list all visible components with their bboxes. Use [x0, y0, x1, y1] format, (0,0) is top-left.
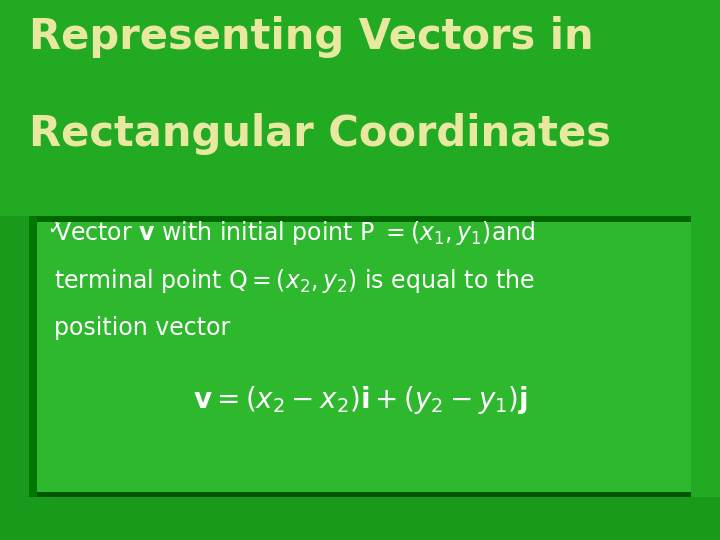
Text: Vector $\mathbf{v}$ with initial point P $= (x_1, y_1)$and: Vector $\mathbf{v}$ with initial point P… [54, 219, 535, 247]
Text: Representing Vectors in: Representing Vectors in [29, 16, 593, 58]
Text: position vector: position vector [54, 316, 230, 340]
Bar [0, 216, 37, 540]
Text: $\checkmark$: $\checkmark$ [47, 219, 60, 237]
Text: terminal point Q$= (x_2, y_2)$ is equal to the: terminal point Q$= (x_2, y_2)$ is equal … [54, 267, 534, 295]
Bar [29, 216, 691, 497]
Text: $\mathbf{v} = (x_2 - x_2)\mathbf{i} + (y_2 - y_1)\mathbf{j}$: $\mathbf{v} = (x_2 - x_2)\mathbf{i} + (y… [193, 383, 527, 416]
Bar [29, 216, 37, 497]
Bar [29, 216, 691, 222]
Bar [0, 497, 720, 540]
Bar [29, 492, 691, 497]
Text: Rectangular Coordinates: Rectangular Coordinates [29, 113, 611, 156]
